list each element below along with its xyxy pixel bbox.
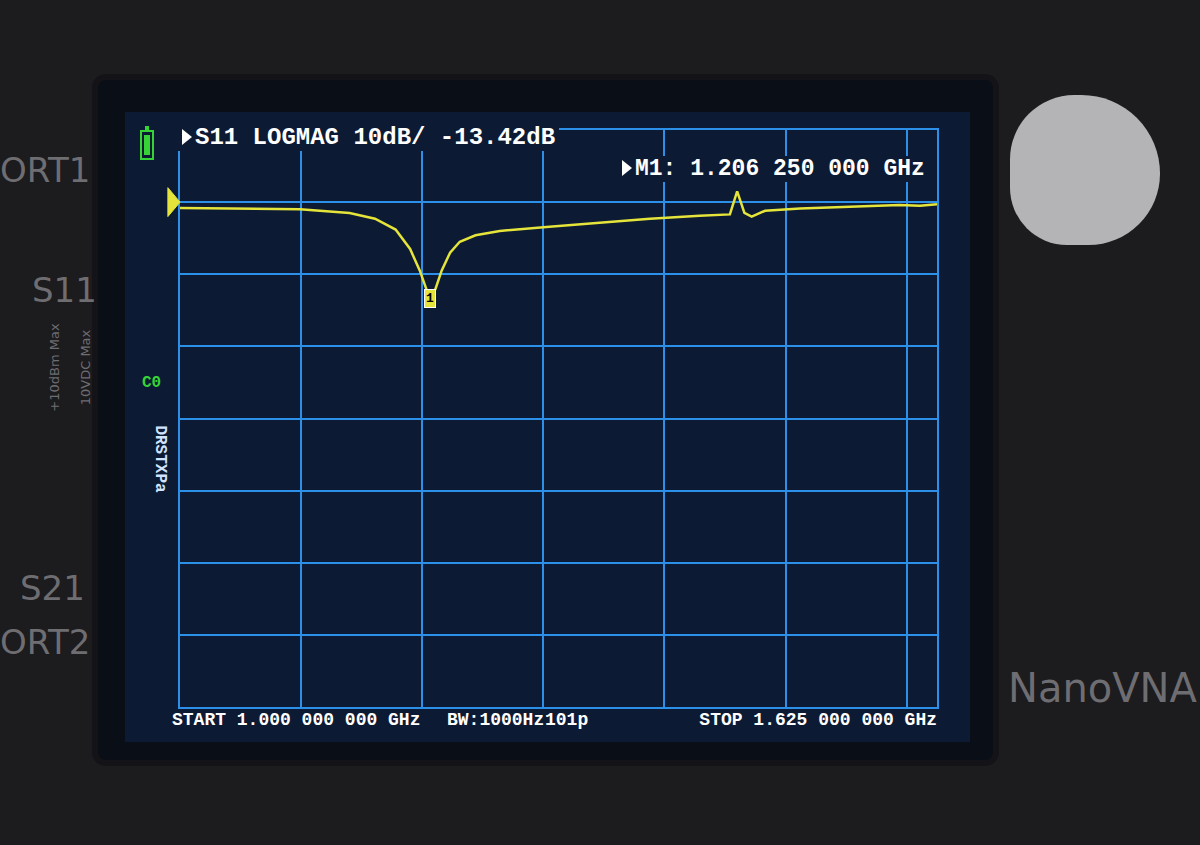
html-text:S11 LOGMAG 10dB/ -13.42dB: S11 LOGMAG 10dB/ -13.42dB bbox=[195, 124, 556, 151]
html-text:NanoVNA: NanoVNA bbox=[1008, 665, 1197, 711]
html-text:10VDC Max: 10VDC Max bbox=[78, 329, 94, 406]
html-text:M1: 1.206 250 000 GHz: M1: 1.206 250 000 GHz bbox=[635, 156, 925, 182]
html-text:S11: S11 bbox=[32, 270, 97, 310]
html-text:C0: C0 bbox=[142, 374, 162, 392]
html-text:+10dBm Max: +10dBm Max bbox=[46, 323, 62, 412]
html-text:ORT1: ORT1 bbox=[0, 150, 91, 190]
html-text:S21: S21 bbox=[20, 568, 85, 608]
html-text:ORT2: ORT2 bbox=[0, 622, 91, 662]
html-text:BW:1000Hz 101p: BW:1000Hz 101p bbox=[447, 710, 589, 730]
html-text:START 1.000 000 000 GHz: START 1.000 000 000 GHz bbox=[172, 710, 421, 730]
svg-text:1: 1 bbox=[426, 291, 434, 306]
html-text:STOP 1.625 000 000 GHz: STOP 1.625 000 000 GHz bbox=[699, 710, 937, 730]
html-text:DRSTXPa: DRSTXPa bbox=[150, 425, 169, 493]
